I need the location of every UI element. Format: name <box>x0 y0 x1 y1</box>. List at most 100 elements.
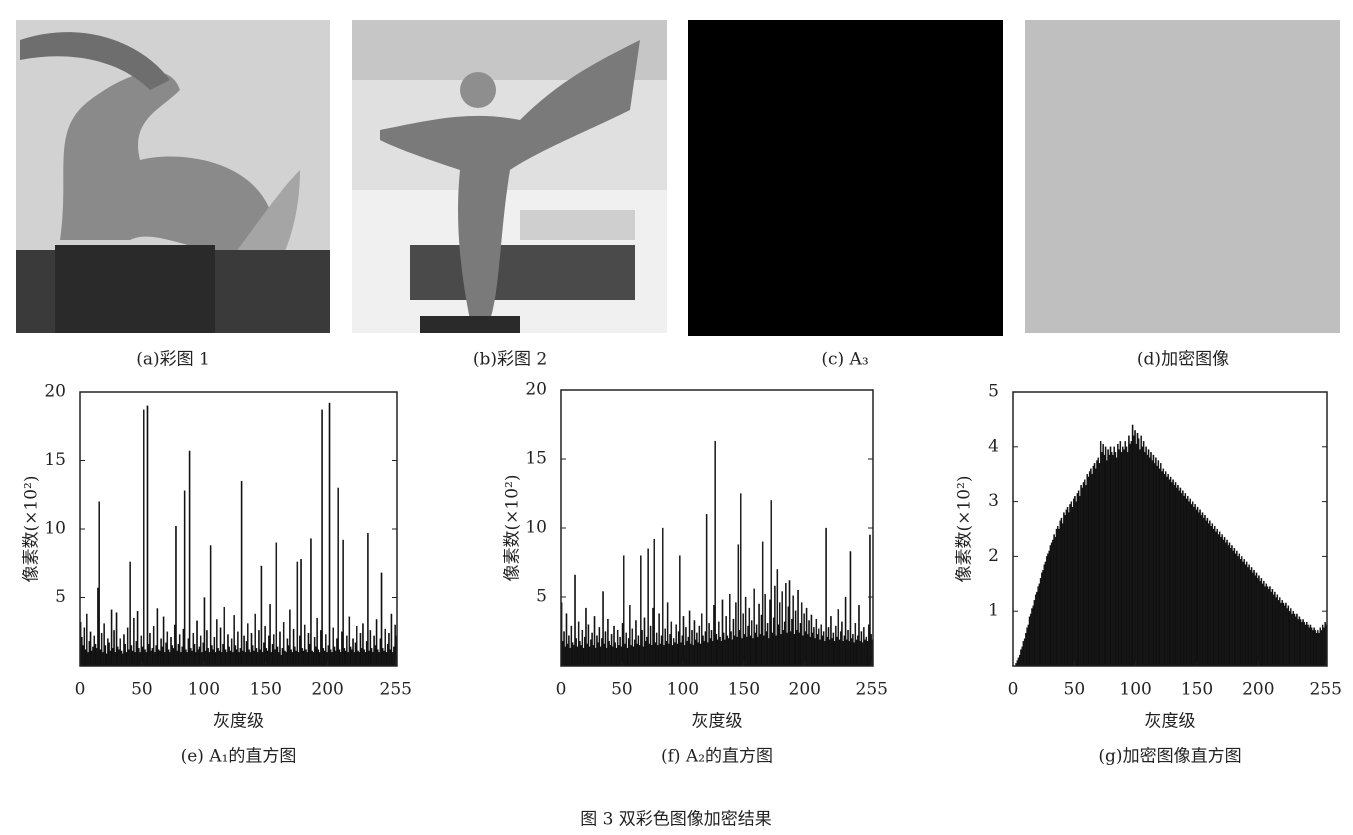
histogram-bar <box>847 629 849 667</box>
histogram-bar <box>92 646 94 667</box>
histogram-bar <box>781 591 783 667</box>
histogram-bar <box>1228 542 1231 667</box>
histogram-bar <box>1032 605 1035 667</box>
histogram-bar <box>217 648 219 667</box>
histogram-bar <box>577 621 580 667</box>
histogram-bar <box>204 650 207 667</box>
image-caption: (a)彩图 1 <box>136 350 210 370</box>
histogram-bar <box>758 603 760 667</box>
histogram-bar <box>1222 539 1225 667</box>
histogram-bar <box>208 652 211 667</box>
histogram-bar <box>686 641 688 667</box>
histogram-bar <box>854 623 857 667</box>
histogram-bar <box>273 634 275 667</box>
histogram-bar <box>155 645 157 667</box>
histogram-bar <box>761 541 764 667</box>
histogram-bar <box>774 585 776 667</box>
histogram-bar <box>651 645 653 667</box>
histogram-bar <box>627 638 630 667</box>
histogram-bar <box>1137 438 1140 667</box>
histogram-bar <box>654 642 657 667</box>
histogram-bar <box>180 652 182 667</box>
histogram-bar <box>183 490 186 667</box>
histogram-bar <box>88 641 91 667</box>
histogram-bar <box>354 642 357 667</box>
histogram-bar <box>385 652 388 667</box>
histogram-bar <box>100 632 103 667</box>
histogram-bar <box>123 634 125 667</box>
histogram-bar <box>310 538 312 667</box>
x-tick-label: 0 <box>1008 680 1019 700</box>
histogram-bar <box>1074 495 1076 667</box>
histogram-bar <box>1104 446 1107 667</box>
histogram-bar <box>331 652 333 667</box>
histogram-bar <box>1267 589 1270 667</box>
histogram-bar <box>831 638 833 667</box>
histogram-bar <box>287 645 290 667</box>
histogram-bar <box>1126 452 1129 667</box>
histogram-bar <box>1190 504 1193 667</box>
histogram-bar <box>699 643 702 667</box>
histogram-bar <box>852 634 854 667</box>
histogram-bar <box>221 652 223 667</box>
histogram-bar <box>1290 608 1292 667</box>
histogram-bar <box>249 652 252 667</box>
histogram-bar <box>833 641 836 667</box>
histogram-bar <box>1068 512 1070 667</box>
x-tick-label: 150 <box>250 680 282 700</box>
histogram-bar <box>789 631 792 667</box>
histogram-bar <box>1160 463 1162 667</box>
histogram-bar <box>1042 569 1044 667</box>
y-axis-label: 像素数(×10²) <box>955 476 975 583</box>
histogram-bar <box>203 597 206 667</box>
histogram-bar <box>825 527 827 667</box>
histogram-bar <box>564 646 567 667</box>
histogram-bar <box>325 634 327 667</box>
histogram-bar <box>1285 602 1287 667</box>
histogram-bar <box>211 645 213 667</box>
histogram-bar <box>644 641 647 667</box>
histogram-bar <box>291 652 294 667</box>
histogram-bar <box>780 634 782 667</box>
histogram-bar <box>228 646 230 667</box>
histogram-bar <box>1247 567 1249 667</box>
histogram-bar <box>1269 586 1271 667</box>
histogram-bar <box>1248 564 1250 667</box>
histogram-bar <box>170 637 172 667</box>
histogram-bar <box>164 652 166 667</box>
histogram-bar <box>1060 517 1063 667</box>
histogram-bar <box>337 487 339 667</box>
histogram-bar <box>1083 479 1086 667</box>
histogram-bar <box>1157 460 1160 667</box>
histogram-bar <box>752 638 754 667</box>
histogram-bar <box>1309 624 1312 667</box>
histogram-bar <box>615 647 618 667</box>
histogram-bar <box>1162 468 1165 667</box>
histogram-bar <box>349 646 352 667</box>
histogram-bar <box>323 650 326 667</box>
histogram-bar <box>1266 586 1269 667</box>
histogram-bar <box>1218 531 1221 667</box>
histogram-bar <box>1319 627 1322 667</box>
histogram-bar <box>1098 463 1101 667</box>
histogram-bar <box>192 632 195 667</box>
histogram-bar <box>130 645 133 667</box>
x-tick-label: 50 <box>1064 680 1086 700</box>
histogram-bar <box>353 652 356 667</box>
histogram-bar <box>641 629 643 667</box>
histogram-bar <box>1077 490 1080 667</box>
histogram-bar <box>1038 583 1041 667</box>
histogram-bar <box>755 624 758 667</box>
histogram-bar <box>1201 512 1204 667</box>
histogram-bar <box>1234 553 1237 667</box>
histogram-bar <box>803 613 805 667</box>
histogram-bar <box>749 635 752 667</box>
histogram-bar <box>757 636 759 667</box>
histogram-bar <box>1209 520 1211 667</box>
histogram-bar <box>630 645 632 667</box>
histogram-bar <box>269 604 271 667</box>
histogram-bar <box>658 613 660 667</box>
histogram-bar <box>1191 501 1194 667</box>
histogram-bar <box>1312 630 1314 667</box>
histogram-bar <box>1215 531 1217 667</box>
